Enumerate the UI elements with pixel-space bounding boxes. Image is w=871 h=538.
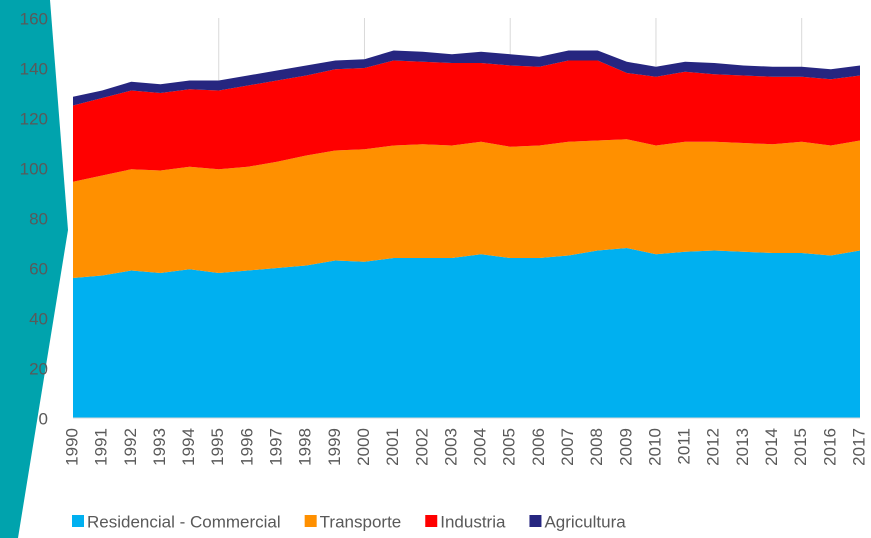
x-tick-label: 2013 — [733, 428, 752, 466]
x-tick-label: 1991 — [92, 428, 111, 466]
legend-label: Residencial - Commercial — [87, 512, 281, 531]
y-tick-label: 100 — [20, 159, 48, 178]
x-tick-label: 1994 — [179, 428, 198, 466]
x-tick-label: 2006 — [529, 428, 548, 466]
legend-label: Transporte — [320, 512, 402, 531]
legend-swatch — [72, 515, 84, 527]
x-tick-label: 2016 — [820, 428, 839, 466]
area — [73, 60, 860, 182]
x-tick-label: 1995 — [208, 428, 227, 466]
x-tick-label: 2005 — [500, 428, 519, 466]
x-tick-label: 2014 — [762, 428, 781, 466]
y-tick-label: 160 — [20, 9, 48, 28]
x-tick-label: 2007 — [558, 428, 577, 466]
x-tick-label: 2017 — [849, 428, 868, 466]
x-tick-label: 1999 — [325, 428, 344, 466]
decor-band — [0, 0, 68, 538]
y-tick-label: 140 — [20, 59, 48, 78]
legend-label: Industria — [440, 512, 506, 531]
y-tick-label: 60 — [29, 259, 48, 278]
x-tick-label: 1993 — [150, 428, 169, 466]
legend-swatch — [304, 515, 317, 527]
x-tick-label: 2012 — [704, 428, 723, 466]
x-tick-label: 1996 — [237, 428, 256, 466]
x-tick-label: 2004 — [471, 428, 490, 466]
y-tick-label: 80 — [29, 209, 48, 228]
x-tick-label: 2008 — [587, 428, 606, 466]
y-tick-label: 120 — [20, 109, 48, 128]
x-tick-label: 2010 — [645, 428, 664, 466]
x-tick-label: 2001 — [383, 428, 402, 466]
x-tick-label: 2015 — [791, 428, 810, 466]
x-tick-label: 2011 — [675, 428, 694, 465]
x-tick-label: 2009 — [616, 428, 635, 466]
x-tick-label: 1990 — [62, 428, 81, 466]
x-tick-label: 2002 — [412, 428, 431, 466]
x-tick-label: 2003 — [441, 428, 460, 466]
y-tick-label: 0 — [39, 409, 48, 428]
x-tick-label: 1997 — [267, 428, 286, 466]
x-tick-label: 2000 — [354, 428, 373, 466]
area — [73, 248, 860, 418]
area — [73, 139, 860, 278]
legend-label: Agricultura — [544, 512, 626, 531]
area — [73, 50, 860, 106]
x-tick-label: 1998 — [296, 428, 315, 466]
x-tick-label: 1992 — [121, 428, 140, 466]
y-tick-label: 40 — [29, 309, 48, 328]
y-tick-label: 20 — [29, 359, 48, 378]
legend-swatch — [425, 515, 438, 527]
legend-swatch — [529, 515, 542, 527]
